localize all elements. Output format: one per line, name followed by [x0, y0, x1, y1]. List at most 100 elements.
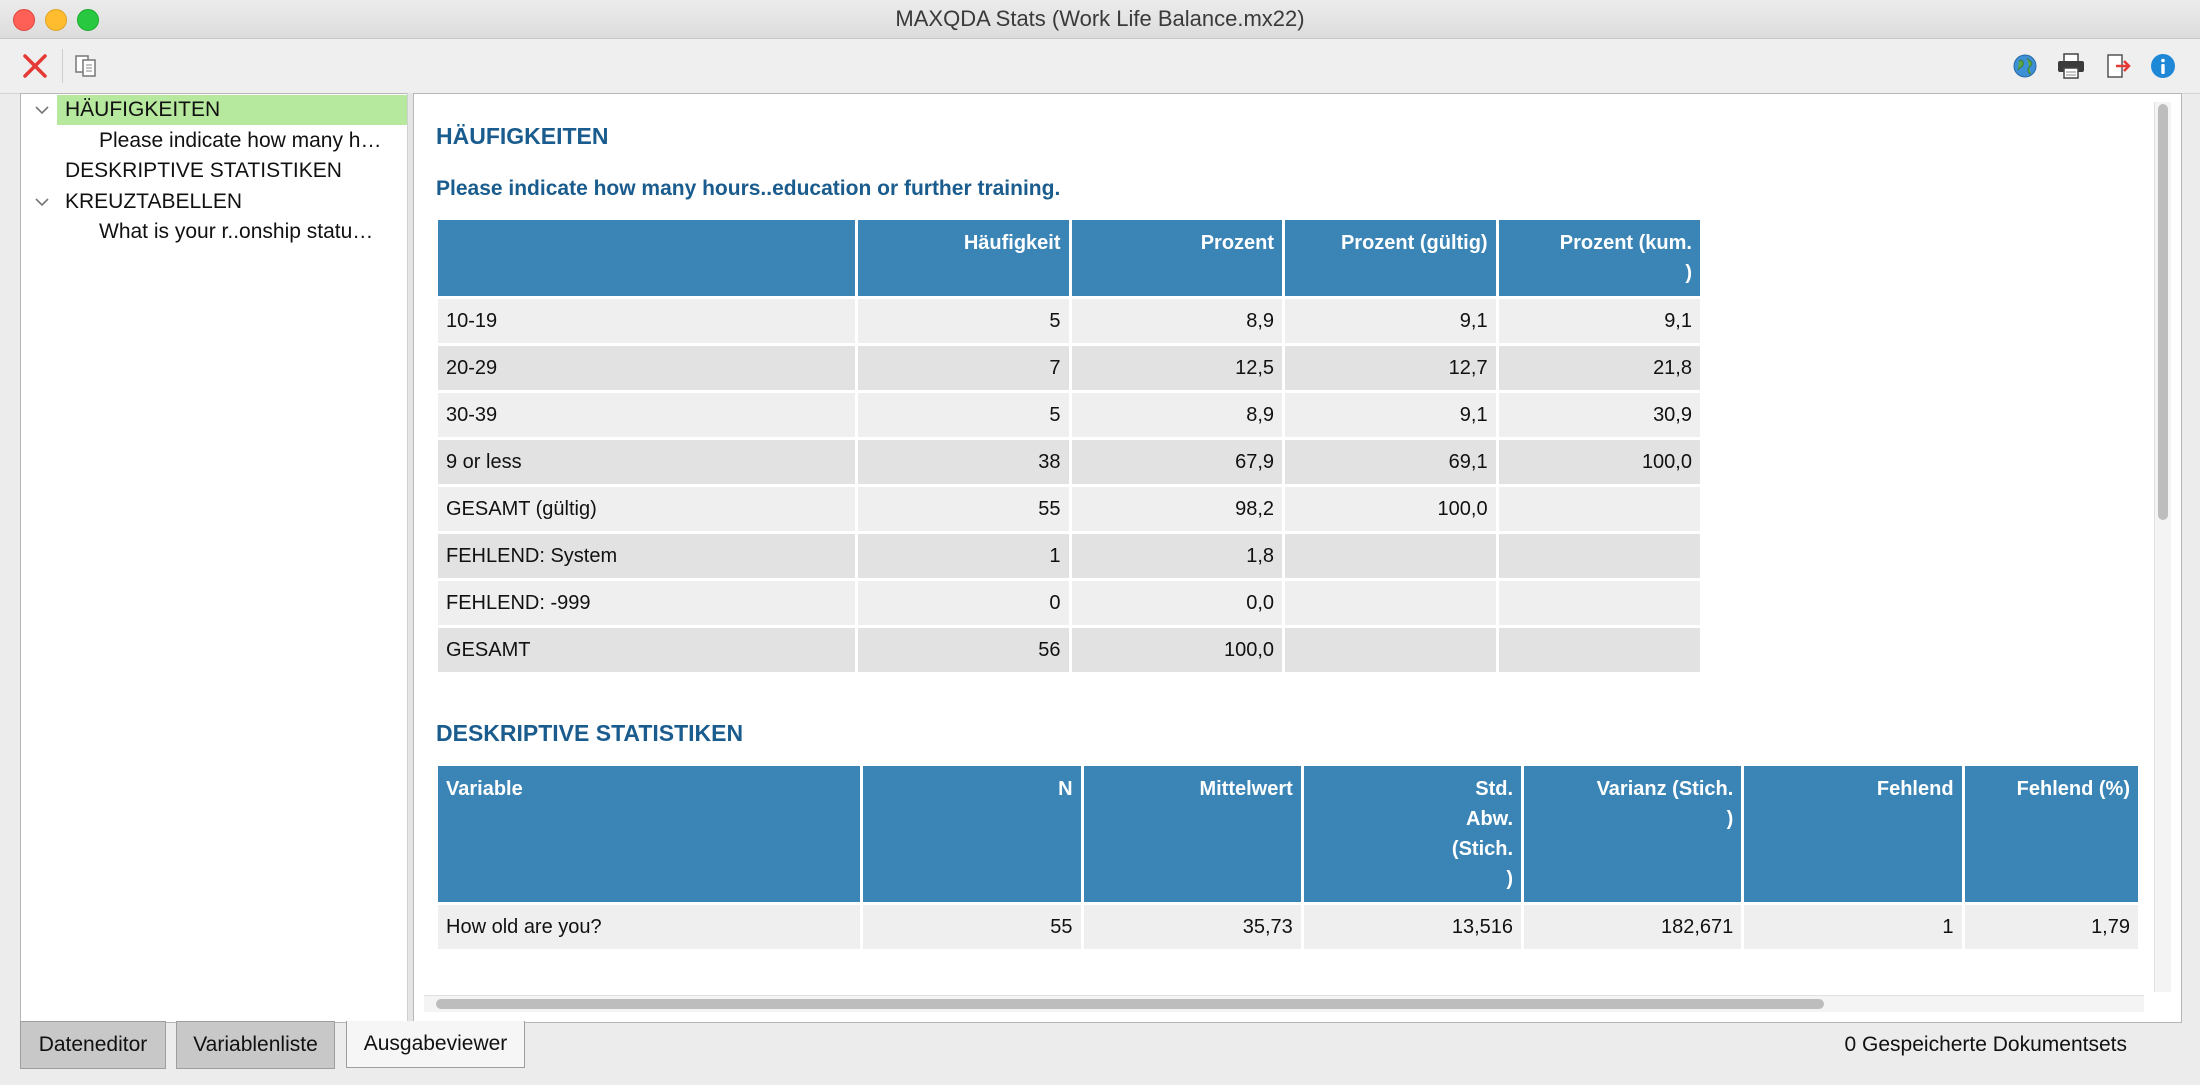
table-cell: 20-29	[438, 346, 855, 390]
table-cell: 0,0	[1071, 581, 1283, 625]
table-cell: 8,9	[1071, 393, 1283, 437]
table-cell: GESAMT	[438, 628, 855, 672]
table-cell: FEHLEND: System	[438, 534, 855, 578]
descriptive-statistics-table: Variable N Mittelwert Std. Abw. (Stich.) Varia…	[435, 763, 2141, 952]
table-cell	[1285, 628, 1496, 672]
tree-item-label: HÄUFIGKEITEN	[65, 98, 221, 121]
split-divider[interactable]	[407, 93, 414, 1021]
chevron-down-icon[interactable]	[33, 187, 51, 217]
tab-variablenliste[interactable]: Variablenliste	[176, 1021, 335, 1069]
table-cell: 7	[858, 346, 1069, 390]
tree-item-hours-question[interactable]: Please indicate how many h…	[99, 126, 382, 156]
table-cell: 8,9	[1071, 299, 1283, 343]
window-title: MAXQDA Stats (Work Life Balance.mx22)	[895, 6, 1305, 31]
table-cell: 67,9	[1071, 440, 1283, 484]
table-row: GESAMT (gültig) 55 98,2 100,0	[438, 487, 1700, 531]
window-close-button[interactable]	[13, 9, 35, 31]
table-cell: 0	[858, 581, 1069, 625]
table-row: 30-39 5 8,9 9,1 30,9	[438, 393, 1700, 437]
tree-item-haeufigkeiten[interactable]: HÄUFIGKEITEN	[57, 95, 407, 125]
tree-item-label: KREUZTABELLEN	[65, 190, 242, 213]
table-cell	[1285, 534, 1496, 578]
table-cell: 9,1	[1285, 299, 1496, 343]
info-button[interactable]	[2145, 48, 2181, 84]
window-zoom-button[interactable]	[77, 9, 99, 31]
table-cell: 38	[858, 440, 1069, 484]
output-viewer: HÄUFIGKEITEN Please indicate how many ho…	[413, 93, 2182, 1023]
table-cell: 55	[858, 487, 1069, 531]
table-cell: 182,671	[1524, 905, 1742, 949]
chevron-down-icon[interactable]	[33, 95, 51, 125]
column-header: Häufigkeit	[858, 220, 1069, 296]
section-title-haeufigkeiten: HÄUFIGKEITEN	[436, 123, 609, 149]
table-cell	[1498, 534, 1700, 578]
table-row: 20-29 7 12,5 12,7 21,8	[438, 346, 1700, 390]
export-button[interactable]	[2100, 48, 2136, 84]
close-x-icon	[23, 54, 47, 78]
table-cell: 5	[858, 299, 1069, 343]
column-header: N	[863, 766, 1081, 902]
print-button[interactable]	[2053, 48, 2089, 84]
column-header: Mittelwert	[1083, 766, 1301, 902]
table-cell: 56	[858, 628, 1069, 672]
table-cell: 12,5	[1071, 346, 1283, 390]
table-cell	[1498, 628, 1700, 672]
column-header: Prozent	[1071, 220, 1283, 296]
table-cell: 100,0	[1071, 628, 1283, 672]
frequency-table-header: Häufigkeit Prozent Prozent (gültig) Prozent…	[438, 220, 1700, 296]
column-header: Varianz (Stich.)	[1524, 766, 1742, 902]
table-cell: 10-19	[438, 299, 855, 343]
table-cell: 69,1	[1285, 440, 1496, 484]
table-cell: 98,2	[1071, 487, 1283, 531]
copy-icon	[75, 55, 96, 77]
horizontal-scroll-thumb[interactable]	[436, 999, 1824, 1009]
close-output-button[interactable]	[17, 48, 53, 84]
table-cell: 5	[858, 393, 1069, 437]
window-minimize-button[interactable]	[45, 9, 67, 31]
table-cell: 1	[1744, 905, 1962, 949]
table-cell: 30,9	[1498, 393, 1700, 437]
table-cell: 12,7	[1285, 346, 1496, 390]
table-cell: 1,79	[1964, 905, 2138, 949]
table-row: FEHLEND: -999 0 0,0	[438, 581, 1700, 625]
tree-item-relationship-question[interactable]: What is your r..onship statu…	[99, 217, 373, 247]
table-row: GESAMT 56 100,0	[438, 628, 1700, 672]
info-icon	[2151, 54, 2175, 78]
column-header	[438, 220, 855, 296]
table-cell: How old are you?	[438, 905, 861, 949]
table-cell: GESAMT (gültig)	[438, 487, 855, 531]
tree-item-kreuztabellen[interactable]: KREUZTABELLEN	[65, 187, 242, 217]
table-cell: 55	[863, 905, 1081, 949]
export-icon	[2107, 54, 2131, 78]
table-cell: 21,8	[1498, 346, 1700, 390]
table-cell: 13,516	[1303, 905, 1522, 949]
descriptive-table-header: Variable N Mittelwert Std. Abw. (Stich.) Varia…	[438, 766, 2138, 902]
tree-item-deskriptive-statistiken[interactable]: DESKRIPTIVE STATISTIKEN	[65, 156, 342, 186]
table-cell: 9,1	[1285, 393, 1496, 437]
web-button[interactable]	[2007, 48, 2043, 84]
table-cell: 1,8	[1071, 534, 1283, 578]
table-cell	[1498, 581, 1700, 625]
column-header: Prozent (gültig)	[1285, 220, 1496, 296]
table-cell: 100,0	[1498, 440, 1700, 484]
horizontal-scrollbar[interactable]	[424, 995, 2144, 1012]
column-header: Fehlend (%)	[1964, 766, 2138, 902]
table-cell: 100,0	[1285, 487, 1496, 531]
vertical-scrollbar[interactable]	[2154, 102, 2171, 992]
tab-ausgabeviewer[interactable]: Ausgabeviewer	[346, 1021, 525, 1068]
tab-dateneditor[interactable]: Dateneditor	[20, 1021, 166, 1069]
table-cell: 1	[858, 534, 1069, 578]
table-cell: 9 or less	[438, 440, 855, 484]
print-icon	[2058, 53, 2084, 79]
table-cell: FEHLEND: -999	[438, 581, 855, 625]
output-tree: HÄUFIGKEITEN Please indicate how many h……	[20, 93, 408, 1023]
table-row: 9 or less 38 67,9 69,1 100,0	[438, 440, 1700, 484]
table-cell: 35,73	[1083, 905, 1301, 949]
title-bar: MAXQDA Stats (Work Life Balance.mx22)	[0, 0, 2200, 39]
copy-button[interactable]	[68, 48, 104, 84]
status-text: 0 Gespeicherte Dokumentsets	[1844, 1033, 2127, 1056]
tree-item-label: What is your r..onship statu…	[99, 220, 374, 243]
table-cell	[1285, 581, 1496, 625]
vertical-scroll-thumb[interactable]	[2158, 104, 2168, 520]
table-cell: 30-39	[438, 393, 855, 437]
